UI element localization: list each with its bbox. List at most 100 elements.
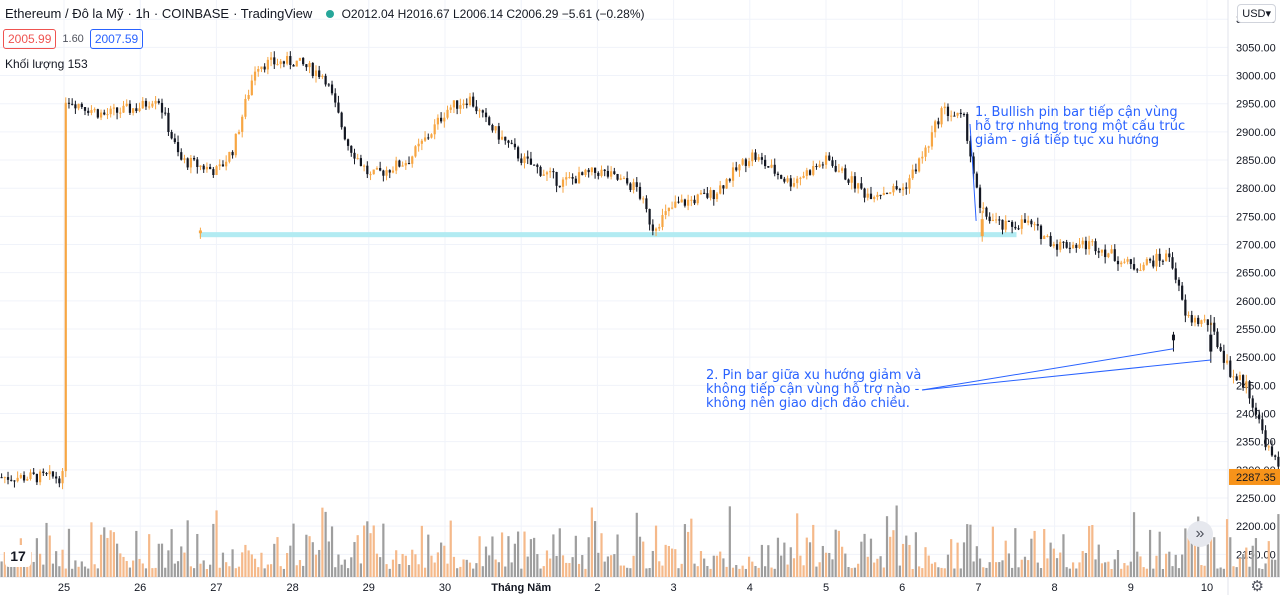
candle-body [930,132,934,147]
volume-bar [857,563,860,577]
volume-bar [1145,568,1148,577]
candle-body [882,193,885,195]
candle-body [622,178,626,180]
candle-body [192,158,196,160]
candle-body [1036,224,1039,226]
volume-bar [282,568,286,577]
candle-body [869,193,873,200]
candle-body [1023,219,1027,223]
candle-body [241,116,244,132]
candle-body [244,98,247,117]
candle-body [1075,244,1078,248]
candle-body [375,168,379,170]
scroll-to-realtime-icon[interactable]: » [1187,521,1213,547]
volume-bar [1165,553,1168,577]
volume-bar [914,532,917,577]
candle-body [1055,244,1059,250]
volume-bar [1001,560,1004,577]
price-tick-label: 2750.00 [1236,211,1276,223]
symbol-name[interactable]: Ethereum / Đô la Mỹ [5,6,124,21]
volume-bar [1158,531,1161,577]
volume-bar [699,551,703,577]
volume-bar [90,522,93,577]
volume-bar [574,535,577,577]
volume-bar [799,555,802,577]
buy-button[interactable]: 2007.59 [89,29,144,49]
volume-bar [725,566,728,577]
currency-selector[interactable]: USD▾ [1237,4,1276,23]
volume-bar [991,526,994,577]
candle-body [1181,285,1184,300]
volume-bar [475,563,478,577]
volume-bar [404,555,407,577]
candle-body [475,106,478,112]
time-tick-label: 7 [975,582,981,594]
candle-body [786,178,789,182]
volume-bar [712,555,715,577]
candle-body [853,176,857,189]
settings-gear-icon[interactable]: ⚙ [1250,578,1264,595]
volume-bar [327,541,330,577]
volume-bar [231,549,234,577]
volume-bar [1094,559,1097,577]
volume-bar [863,533,866,577]
candle-body [1059,241,1062,250]
candle-body [1088,241,1091,250]
volume-bar [430,555,433,577]
volume-bar [542,566,545,577]
chart-header: Ethereum / Đô la Mỹ · 1h · COINBASE · Tradi… [5,6,645,21]
candle-body [674,201,677,208]
candle-body [690,199,693,201]
price-tick-label: 2650.00 [1236,268,1276,280]
volume-bar [1168,551,1171,577]
candle-body [982,207,985,209]
candle-body [144,100,148,107]
volume-bar [1261,568,1264,577]
candle-body [1222,350,1225,363]
candle-body [526,156,529,159]
volume-bar [13,560,16,577]
candle-body [683,199,687,206]
volume-bar [635,512,638,577]
volume-bar [1071,562,1075,577]
volume-bar [1049,542,1052,577]
candle-body [1197,317,1200,324]
volume-bar [706,565,709,577]
candle-body [815,166,818,168]
volume-bar [1027,560,1030,577]
candle-body [186,158,189,168]
sell-button[interactable]: 2005.99 [3,29,57,49]
volume-bar [1148,529,1152,577]
volume-bar [834,529,837,577]
volume-bar [796,513,799,577]
candle-body [51,471,55,477]
volume-bar [276,537,279,577]
volume-bar [103,527,106,577]
volume-bar [950,539,953,577]
candle-body [29,472,32,480]
volume-bar [741,565,744,577]
volume-bar [661,565,664,577]
candle-body [452,100,456,108]
time-tick-label: 29 [363,582,375,594]
candle-body [484,112,488,118]
volume-bar [876,558,879,577]
candle-body [411,156,414,164]
candle-body [135,108,138,112]
candle-body [327,84,330,86]
volume-bar [626,567,629,577]
candle-body [549,171,552,173]
candle-body [680,199,683,203]
volume-bar [427,534,430,577]
volume-bar [135,530,138,577]
interval-label[interactable]: 1h [135,6,150,21]
candle-body [844,168,847,180]
candle-body [780,175,783,179]
tradingview-logo-icon[interactable]: 17 [5,545,31,567]
volume-bar [260,552,263,577]
volume-bar [244,544,247,577]
candle-body [1254,407,1258,415]
candle-body [1020,219,1023,229]
candle-body [1081,240,1084,245]
